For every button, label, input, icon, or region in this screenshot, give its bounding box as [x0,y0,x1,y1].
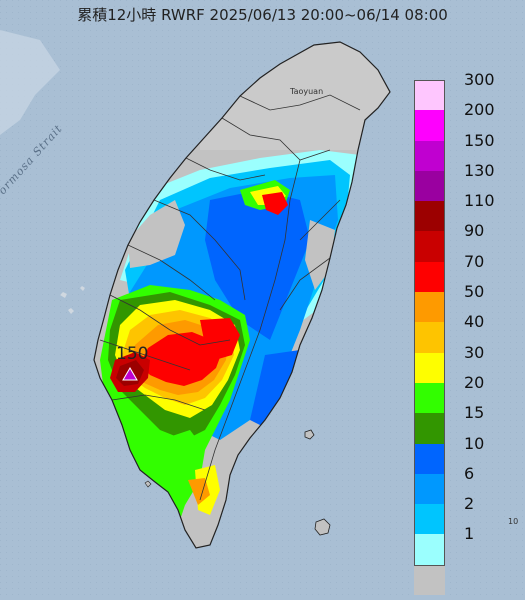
legend-label: 50 [464,282,485,302]
legend-row: 130 [414,161,506,202]
legend-swatch [414,534,445,565]
legend-swatch [414,504,445,535]
rainfall-shading [100,42,390,520]
legend-row: 40 [414,312,506,353]
legend-row: 50 [414,282,506,323]
legend-row: 150 [414,131,506,171]
legend-label: 90 [464,221,485,241]
legend-swatch [414,292,445,323]
legend-swatch [414,170,445,202]
green-island [304,429,315,440]
legend-row: 6 [414,464,506,505]
city-label: Taoyuan [290,87,324,96]
legend-label: 20 [464,372,485,392]
legend-row [414,564,506,596]
legend-label: 130 [464,160,495,180]
legend-label: 15 [464,403,485,423]
legend-label: 6 [464,463,475,483]
legend-swatch [414,140,445,171]
legend-swatch [414,413,445,444]
mainland-coast [0,30,60,135]
legend-swatch [414,261,445,293]
county-boundaries [99,94,361,501]
legend-label: 1 [464,524,475,544]
legend-swatch [414,110,445,141]
legend-swatch [414,443,445,474]
legend-swatch [414,473,445,505]
legend-label: 200 [464,100,495,120]
legend-swatch [414,80,445,111]
legend-row: 200 [414,100,506,141]
legend-swatch [414,382,445,414]
legend-swatch [414,231,445,262]
island-outline [93,41,391,549]
legend-row: 10 [414,434,506,474]
legend-row: 20 [414,373,506,414]
legend-row: 1 [414,524,506,565]
legend-swatch [414,564,445,596]
legend-swatch [414,352,445,383]
legend-frame [414,80,445,566]
penghu-islands [60,286,85,314]
peak-marker-icon [122,367,138,381]
legend-label: 30 [464,342,485,362]
legend-label: 110 [464,191,495,211]
legend-row: 300 [414,70,506,111]
legend-row: 90 [414,221,506,262]
liuqiu-island [144,480,152,488]
map-title: 累積12小時 RWRF 2025/06/13 20:00~06/14 08:00 [77,6,448,24]
legend-row: 15 [414,403,506,444]
peak-value-label: 150 [116,344,149,364]
orchid-island [314,518,331,536]
legend-swatch [414,322,445,353]
legend-label: 2 [464,494,475,514]
legend-label: 150 [464,130,495,150]
legend-label: 300 [464,70,495,89]
legend-label: 70 [464,251,485,271]
legend: 300 200 150 130 110 90 70 50 40 30 20 15 10 6 2 1 [414,70,506,596]
legend-row: 70 [414,252,506,293]
legend-swatch [414,201,445,232]
legend-row: 30 [414,343,506,383]
legend-label: 40 [464,312,485,332]
legend-row: 2 [414,494,506,535]
legend-label: 10 [464,433,485,453]
legend-row: 110 [414,191,506,232]
scale-mark: 10 [508,517,519,526]
